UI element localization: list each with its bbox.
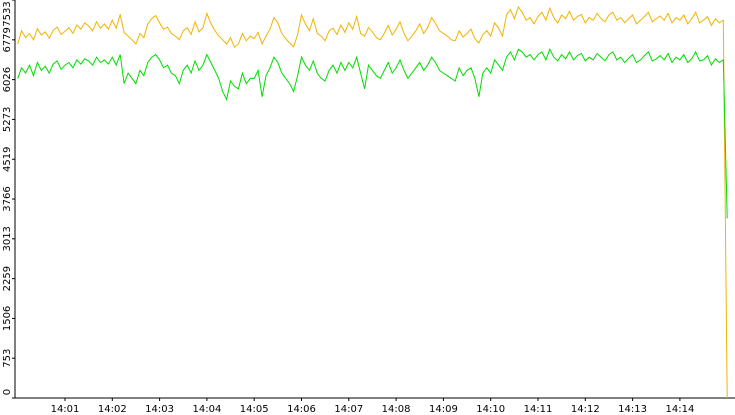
x-tick-label: 14:08 — [382, 404, 411, 415]
x-tick-label: 14:07 — [334, 404, 363, 415]
x-tick-label: 14:09 — [429, 404, 458, 415]
y-tick-label: 7533 — [2, 1, 13, 26]
y-tick-label: 3013 — [2, 226, 13, 251]
series-line — [17, 48, 728, 219]
y-tick-label: 4519 — [2, 147, 13, 172]
y-tick-label: 753 — [2, 349, 13, 368]
y-tick-label: 3766 — [2, 186, 13, 211]
x-tick-label: 14:02 — [98, 404, 127, 415]
y-tick-label: 6026 — [2, 67, 13, 92]
x-tick-label: 14:10 — [476, 404, 505, 415]
y-tick-label: 2259 — [2, 266, 13, 291]
x-tick-label: 14:04 — [192, 404, 221, 415]
x-tick-label: 14:12 — [571, 404, 600, 415]
x-tick-label: 14:05 — [240, 404, 269, 415]
x-tick-label: 14:13 — [618, 404, 647, 415]
x-tick-label: 14:01 — [51, 404, 80, 415]
x-tick-label: 14:11 — [524, 404, 553, 415]
x-tick-label: 14:03 — [145, 404, 174, 415]
y-tick-label: 6779 — [2, 27, 13, 52]
x-tick-label: 14:14 — [665, 404, 694, 415]
x-tick-label: 14:06 — [287, 404, 316, 415]
series-line — [17, 5, 728, 399]
y-tick-label: 1506 — [2, 306, 13, 331]
y-tick-label: 5273 — [2, 107, 13, 132]
y-tick-label: 0 — [2, 389, 13, 395]
